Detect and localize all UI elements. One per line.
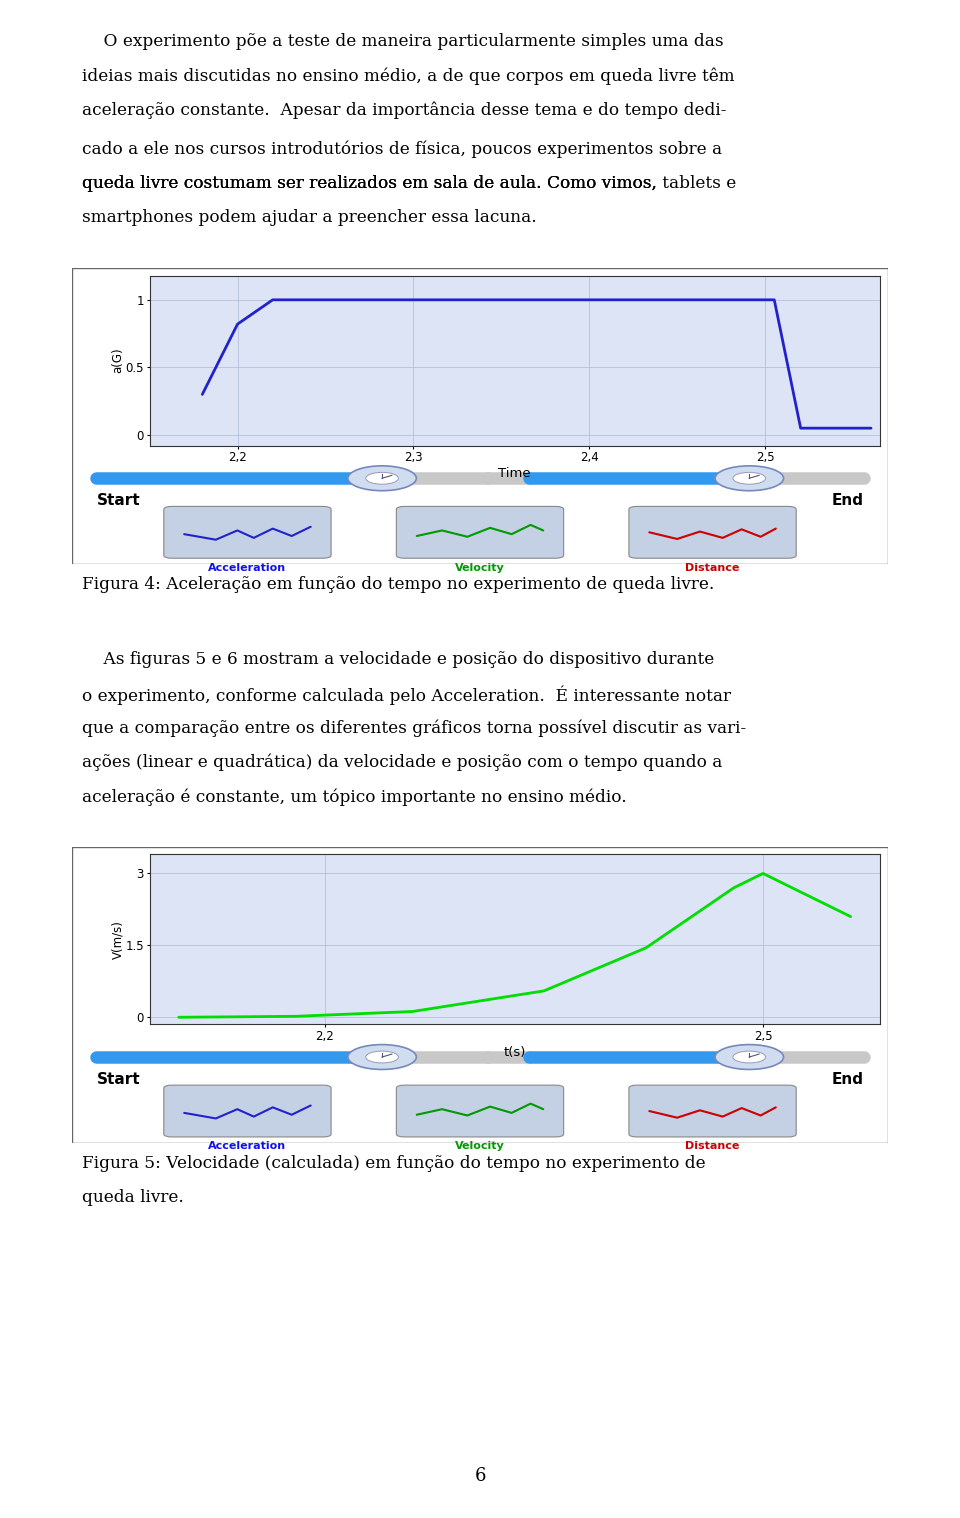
Text: Start: Start [97, 1072, 140, 1087]
Text: queda livre costumam ser realizados em sala de aula. Como vimos,: queda livre costumam ser realizados em s… [82, 175, 661, 193]
Text: O experimento põe a teste de maneira particularmente simples uma das: O experimento põe a teste de maneira par… [82, 33, 723, 50]
Circle shape [733, 1050, 766, 1063]
Text: Velocity: Velocity [455, 1142, 505, 1151]
Circle shape [715, 466, 783, 490]
Circle shape [715, 1044, 783, 1070]
FancyBboxPatch shape [396, 1085, 564, 1137]
FancyBboxPatch shape [72, 847, 888, 1143]
FancyBboxPatch shape [396, 507, 564, 559]
Text: o experimento, conforme calculada pelo Acceleration.  É interessante notar: o experimento, conforme calculada pelo A… [82, 686, 731, 704]
Circle shape [366, 1050, 398, 1063]
Text: Figura 5: Velocidade (calculada) em função do tempo no experimento de: Figura 5: Velocidade (calculada) em funç… [82, 1155, 706, 1172]
FancyBboxPatch shape [629, 1085, 796, 1137]
Text: aceleração constante.  Apesar da importância desse tema e do tempo dedi-: aceleração constante. Apesar da importân… [82, 102, 726, 120]
Text: Distance: Distance [685, 1142, 740, 1151]
Text: queda livre costumam ser realizados em sala de aula. Como vimos,: queda livre costumam ser realizados em s… [82, 175, 661, 193]
Circle shape [348, 1044, 417, 1070]
Text: queda livre costumam ser realizados em sala de aula. Como vimos, tablets: queda livre costumam ser realizados em s… [82, 175, 720, 193]
FancyBboxPatch shape [72, 269, 888, 565]
Circle shape [348, 466, 417, 490]
Text: queda livre.: queda livre. [82, 1189, 183, 1207]
Text: Acceleration: Acceleration [208, 563, 286, 572]
Text: ações (linear e quadrática) da velocidade e posição com o tempo quando a: ações (linear e quadrática) da velocidad… [82, 754, 722, 771]
Text: Velocity: Velocity [455, 563, 505, 572]
Text: 6: 6 [474, 1466, 486, 1485]
Text: Distance: Distance [685, 563, 740, 572]
Text: End: End [831, 493, 864, 509]
FancyBboxPatch shape [629, 507, 796, 559]
Text: End: End [831, 1072, 864, 1087]
FancyBboxPatch shape [164, 507, 331, 559]
Text: que a comparação entre os diferentes gráficos torna possível discutir as vari-: que a comparação entre os diferentes grá… [82, 720, 746, 738]
Circle shape [366, 472, 398, 484]
Text: Acceleration: Acceleration [208, 1142, 286, 1151]
Text: Start: Start [97, 493, 140, 509]
FancyBboxPatch shape [164, 1085, 331, 1137]
Text: queda livre costumam ser realizados em sala de aula. Como vimos, tablets e: queda livre costumam ser realizados em s… [82, 175, 736, 193]
Text: smartphones podem ajudar a preencher essa lacuna.: smartphones podem ajudar a preencher ess… [82, 209, 537, 226]
Text: cado a ele nos cursos introdutórios de física, poucos experimentos sobre a: cado a ele nos cursos introdutórios de f… [82, 141, 722, 158]
Text: ideias mais discutidas no ensino médio, a de que corpos em queda livre têm: ideias mais discutidas no ensino médio, … [82, 67, 734, 85]
Circle shape [733, 472, 766, 484]
Text: aceleração é constante, um tópico importante no ensino médio.: aceleração é constante, um tópico import… [82, 788, 626, 806]
Text: As figuras 5 e 6 mostram a velocidade e posição do dispositivo durante: As figuras 5 e 6 mostram a velocidade e … [82, 651, 714, 668]
Text: Figura 4: Aceleração em função do tempo no experimento de queda livre.: Figura 4: Aceleração em função do tempo … [82, 577, 714, 594]
